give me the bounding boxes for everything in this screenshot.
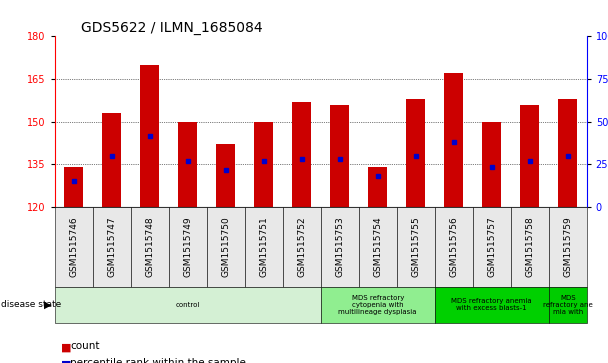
- Text: GSM1515757: GSM1515757: [487, 216, 496, 277]
- Text: ■: ■: [61, 343, 71, 353]
- Text: MDS
refractory ane
mia with: MDS refractory ane mia with: [543, 295, 593, 315]
- Text: MDS refractory
cytopenia with
multilineage dysplasia: MDS refractory cytopenia with multilinea…: [339, 295, 417, 315]
- Bar: [482, 122, 501, 207]
- Text: GSM1515752: GSM1515752: [297, 216, 306, 277]
- Bar: [406, 99, 425, 207]
- Text: GSM1515747: GSM1515747: [107, 216, 116, 277]
- Text: MDS refractory anemia
with excess blasts-1: MDS refractory anemia with excess blasts…: [451, 298, 532, 311]
- Bar: [444, 73, 463, 207]
- Text: GSM1515759: GSM1515759: [563, 216, 572, 277]
- Text: GSM1515753: GSM1515753: [335, 216, 344, 277]
- Text: GSM1515756: GSM1515756: [449, 216, 458, 277]
- Bar: [64, 167, 83, 207]
- Text: GSM1515754: GSM1515754: [373, 216, 382, 277]
- Text: GSM1515746: GSM1515746: [69, 216, 78, 277]
- Text: GDS5622 / ILMN_1685084: GDS5622 / ILMN_1685084: [81, 21, 263, 35]
- Bar: [520, 105, 539, 207]
- Text: GSM1515750: GSM1515750: [221, 216, 230, 277]
- Bar: [254, 122, 273, 207]
- Text: disease state: disease state: [1, 301, 61, 309]
- Bar: [292, 102, 311, 207]
- Text: percentile rank within the sample: percentile rank within the sample: [70, 358, 246, 363]
- Bar: [178, 122, 197, 207]
- Text: GSM1515749: GSM1515749: [183, 216, 192, 277]
- Text: ▶: ▶: [44, 300, 52, 310]
- Text: GSM1515755: GSM1515755: [411, 216, 420, 277]
- Bar: [368, 167, 387, 207]
- Text: GSM1515758: GSM1515758: [525, 216, 534, 277]
- Text: ■: ■: [61, 359, 71, 363]
- Text: count: count: [70, 341, 100, 351]
- Bar: [330, 105, 349, 207]
- Bar: [558, 99, 577, 207]
- Bar: [102, 113, 121, 207]
- Bar: [216, 144, 235, 207]
- Text: GSM1515748: GSM1515748: [145, 216, 154, 277]
- Bar: [140, 65, 159, 207]
- Text: GSM1515751: GSM1515751: [259, 216, 268, 277]
- Text: control: control: [176, 302, 200, 308]
